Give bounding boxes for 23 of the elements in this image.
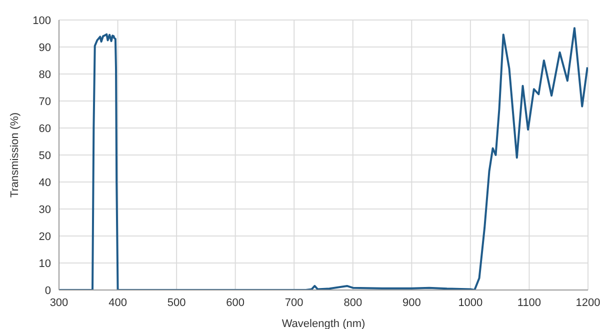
y-tick-label: 10: [38, 258, 51, 270]
y-tick-label: 70: [38, 96, 51, 108]
x-tick-label: 600: [226, 296, 245, 309]
x-tick-label: 900: [402, 296, 421, 309]
x-tick-label: 300: [50, 296, 68, 309]
y-tick-label: 60: [38, 122, 51, 135]
x-axis-title: Wavelength (nm): [282, 318, 366, 329]
y-tick-label: 20: [38, 230, 51, 243]
x-tick-label: 1100: [517, 296, 542, 309]
x-tick-label: 1200: [576, 296, 600, 309]
x-tick-label: 700: [284, 296, 304, 309]
y-tick-label: 0: [44, 284, 51, 297]
x-tick-label: 800: [344, 296, 362, 309]
x-tick-label: 500: [167, 296, 186, 309]
y-tick-label: 50: [38, 150, 51, 162]
y-tick-label: 90: [38, 42, 51, 54]
y-tick-label: 80: [38, 68, 51, 81]
y-axis-title: Transmission (%): [8, 112, 21, 198]
x-tick-label: 400: [108, 296, 127, 309]
y-tick-label: 100: [32, 14, 51, 27]
y-tick-label: 40: [38, 176, 51, 189]
x-tick-label: 1000: [458, 296, 483, 309]
y-tick-label: 30: [38, 204, 51, 216]
